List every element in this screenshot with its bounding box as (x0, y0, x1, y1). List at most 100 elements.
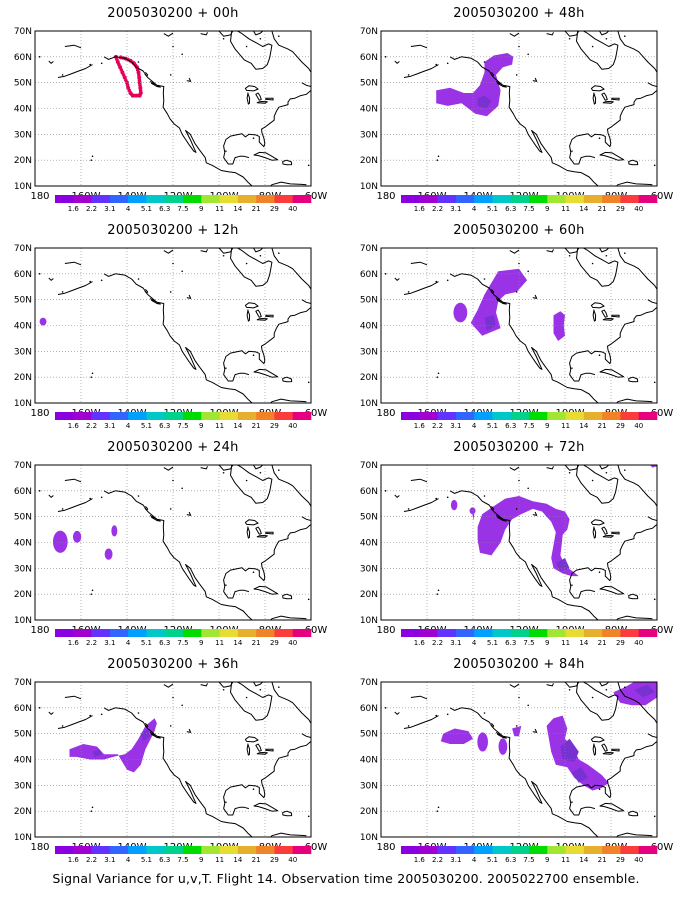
map-panel: 2005030200 + 72h 70N 60N 50N 40N 30N 20N 10N 180… (346, 434, 692, 651)
colorbar-swatch (55, 629, 74, 637)
colorbar-label: 2.2 (432, 205, 443, 213)
colorbar-label: 21 (598, 856, 607, 864)
colorbar-swatch (547, 846, 566, 854)
latitude-label: 20N (360, 373, 378, 383)
colorbar-label: 9 (199, 205, 203, 213)
colorbar-label: 29 (616, 205, 625, 213)
colorbar-swatch (183, 629, 202, 637)
colorbar-swatch (638, 629, 658, 637)
colorbar-label: 21 (598, 639, 607, 647)
longitude-label: 60W (305, 191, 328, 202)
map-panel: 2005030200 + 36h 70N 60N 50N 40N 30N 20N 10N 180… (0, 651, 346, 868)
latitude-label: 30N (14, 564, 32, 574)
colorbar: 1.6 2.2 3.1 4 5.1 6.3 7.5 9 11 14 21 29 40 (401, 846, 658, 864)
map-figure: 70N60N50N40N30N20N10N180160W140W120W100W… (360, 27, 674, 213)
variance-region (453, 302, 468, 323)
colorbar-label: 11 (215, 205, 224, 213)
colorbar-label: 40 (634, 639, 643, 647)
coastlines (38, 248, 311, 403)
high-variance-region (555, 558, 570, 571)
colorbar-swatch (256, 412, 275, 420)
panel-title: 2005030200 + 84h (453, 657, 585, 672)
colorbar-label: 7.5 (523, 422, 534, 430)
latitude-label: 30N (14, 130, 32, 140)
latitude-label: 40N (360, 105, 378, 115)
dropsonde-point (138, 92, 143, 97)
latitude-label: 30N (360, 781, 378, 791)
dropsonde-point (127, 88, 132, 93)
colorbar-swatch (419, 412, 438, 420)
colorbar-label: 11 (215, 422, 224, 430)
colorbar-swatch (237, 629, 257, 637)
signal-variance-fills (52, 525, 118, 560)
longitude-label: 180 (376, 625, 395, 636)
longitude-label: 180 (30, 842, 49, 853)
map-figure: 70N60N50N40N30N20N10N180160W140W120W100W… (14, 244, 328, 430)
latitude-label: 30N (360, 347, 378, 357)
longitude-label: 180 (376, 191, 395, 202)
latitude-label: 20N (14, 156, 32, 166)
high-variance-region (560, 738, 579, 763)
variance-region (69, 718, 157, 773)
colorbar-swatch (419, 195, 438, 203)
colorbar-swatch (547, 629, 566, 637)
map-panel: 2005030200 + 00h 70N 60N 50N 40N 30N 20N 10N 180… (0, 0, 346, 217)
variance-region (546, 715, 609, 791)
colorbar-swatch (219, 629, 239, 637)
colorbar-label: 40 (288, 856, 297, 864)
colorbar-label: 3.1 (450, 639, 461, 647)
latitude-label: 50N (14, 79, 32, 89)
colorbar-swatch (128, 195, 147, 203)
longitude-label: 180 (30, 191, 49, 202)
colorbar-label: 14 (579, 422, 588, 430)
colorbar-swatch (91, 195, 111, 203)
colorbar-label: 3.1 (104, 856, 115, 864)
colorbar-swatch (401, 412, 420, 420)
colorbar-swatch (492, 412, 512, 420)
colorbar-label: 29 (270, 422, 279, 430)
map-frame (380, 464, 658, 621)
latitude-label: 60N (14, 487, 32, 497)
colorbar-swatch (164, 412, 184, 420)
longitude-label: 180 (30, 408, 49, 419)
latitude-label: 50N (360, 730, 378, 740)
graticule (381, 682, 657, 837)
colorbar-label: 9 (545, 639, 549, 647)
variance-region (498, 738, 508, 755)
colorbar-label: 21 (252, 856, 261, 864)
colorbar-swatch (128, 412, 147, 420)
latitude-label: 30N (14, 781, 32, 791)
latitude-label: 10N (14, 399, 32, 409)
map-figure: 70N60N50N40N30N20N10N180160W140W120W100W… (360, 461, 674, 647)
colorbar-swatch (256, 195, 275, 203)
colorbar-label: 21 (252, 205, 261, 213)
colorbar-swatch (583, 846, 603, 854)
colorbar-swatch (455, 846, 475, 854)
dropsonde-point (125, 83, 130, 88)
colorbar-swatch (437, 846, 457, 854)
colorbar-label: 3.1 (104, 639, 115, 647)
colorbar-swatch (73, 412, 92, 420)
colorbar-label: 6.3 (159, 639, 170, 647)
map-figure: 70N60N50N40N30N20N10N180160W140W120W100W… (360, 678, 674, 864)
dropsonde-point (137, 78, 142, 82)
map-frame (34, 464, 312, 621)
latitude-label: 60N (360, 704, 378, 714)
longitude-label: 180 (376, 408, 395, 419)
colorbar: 1.6 2.2 3.1 4 5.1 6.3 7.5 9 11 14 21 29 40 (401, 195, 658, 213)
variance-region (450, 499, 458, 511)
colorbar-label: 2.2 (432, 639, 443, 647)
latitude-label: 10N (14, 616, 32, 626)
graticule (35, 465, 311, 620)
variance-region (436, 53, 514, 117)
colorbar-label: 29 (616, 856, 625, 864)
colorbar: 1.6 2.2 3.1 4 5.1 6.3 7.5 9 11 14 21 29 40 (55, 195, 312, 213)
longitude-label: 180 (30, 625, 49, 636)
high-variance-region (477, 95, 492, 109)
colorbar-swatch (510, 629, 530, 637)
high-variance-region (92, 749, 102, 757)
panel-title: 2005030200 + 36h (107, 657, 239, 672)
panel-title: 2005030200 + 60h (453, 223, 585, 238)
latitude-label: 30N (14, 347, 32, 357)
colorbar-label: 11 (215, 639, 224, 647)
